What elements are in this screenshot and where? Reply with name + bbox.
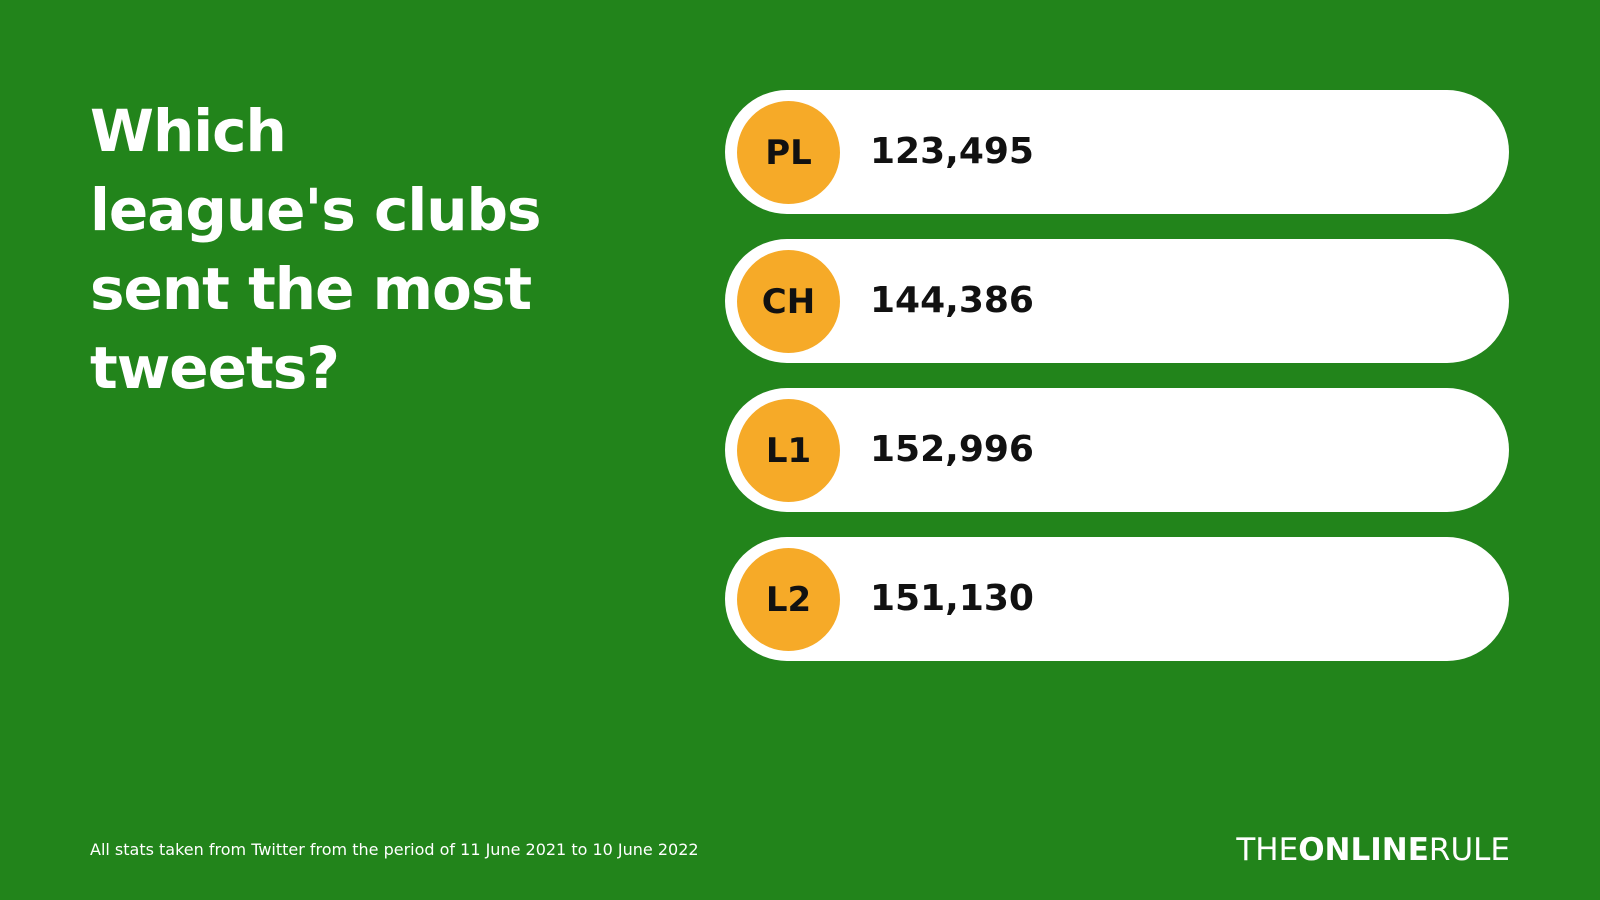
title: Which league's clubs sent the most tweets? xyxy=(90,92,542,408)
title-line: Which xyxy=(90,97,287,165)
title-line: tweets? xyxy=(90,334,340,402)
tweet-count: 151,130 xyxy=(870,578,1034,619)
league-row: L2 151,130 xyxy=(725,537,1509,661)
brand-part: THE xyxy=(1236,832,1299,868)
league-badge: L1 xyxy=(737,399,840,502)
footnote: All stats taken from Twitter from the pe… xyxy=(90,840,699,859)
brand-logo: THEONLINERULE xyxy=(1236,832,1510,868)
brand-part: ONLINE xyxy=(1298,832,1429,868)
brand-part: RULE xyxy=(1428,832,1510,868)
tweet-count: 152,996 xyxy=(870,429,1034,470)
league-row: CH 144,386 xyxy=(725,239,1509,363)
tweet-count: 144,386 xyxy=(870,280,1034,321)
league-row: PL 123,495 xyxy=(725,90,1509,214)
league-badge: CH xyxy=(737,250,840,353)
title-line: league's clubs xyxy=(90,176,542,244)
league-row: L1 152,996 xyxy=(725,388,1509,512)
title-line: sent the most xyxy=(90,255,532,323)
tweet-count: 123,495 xyxy=(870,131,1034,172)
league-badge: PL xyxy=(737,101,840,204)
league-badge: L2 xyxy=(737,548,840,651)
